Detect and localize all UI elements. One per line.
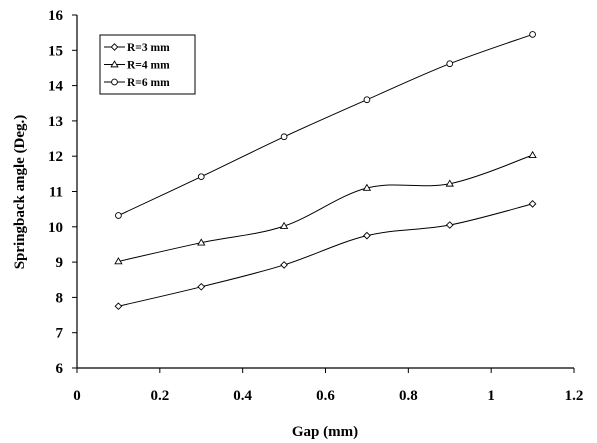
data-point-r-4-mm — [362, 183, 372, 191]
y-tick-label: 11 — [49, 185, 63, 201]
x-axis-label: Gap (mm) — [292, 424, 358, 440]
series-r-3-mm — [114, 200, 537, 311]
y-tick-label: 14 — [48, 79, 64, 95]
y-tick-label: 16 — [48, 8, 64, 24]
data-point-r-6-mm — [529, 31, 536, 38]
x-tick-label: 0.4 — [233, 388, 252, 404]
data-point-r-6-mm — [446, 60, 454, 68]
x-tick-label: 0.2 — [150, 388, 169, 404]
legend-label-r-6-mm: R=6 mm — [127, 77, 170, 89]
series-layer — [114, 31, 537, 311]
legend-label-r-4-mm: R=4 mm — [127, 60, 170, 72]
y-tick-label: 13 — [48, 114, 63, 130]
data-point-r-3-mm — [445, 221, 454, 229]
data-point-r-6-mm — [363, 96, 371, 104]
legend-label-r-3-mm: R=3 mm — [127, 42, 170, 54]
y-tick-label: 9 — [56, 255, 64, 271]
axes: 6 7 8 9 10 11 12 13 14 15 16 0 0.2 0.4 0.6 0.8 1 1.2 — [48, 8, 583, 404]
series-line-r-6-mm — [118, 33, 533, 216]
y-tick-label: 7 — [56, 326, 64, 342]
legend: R=3 mm R=4 mm R=6 mm — [99, 34, 196, 95]
series-line-r-3-mm — [118, 203, 533, 307]
y-tick-label: 8 — [56, 290, 64, 306]
data-point-r-6-mm — [115, 212, 122, 219]
data-point-r-6-mm — [197, 173, 205, 181]
x-tick-label: 1.2 — [565, 388, 584, 404]
y-axis-label: Springback angle (Deg.) — [12, 115, 28, 270]
data-point-r-4-mm — [528, 150, 537, 158]
y-tick-label: 10 — [48, 220, 63, 236]
data-point-r-3-mm — [197, 282, 206, 291]
data-point-r-3-mm — [280, 261, 288, 269]
data-point-r-4-mm — [445, 179, 454, 187]
data-point-r-4-mm — [114, 257, 123, 265]
y-tick-label: 6 — [56, 361, 64, 377]
y-tick-label: 12 — [48, 149, 63, 165]
x-tick-label: 1 — [487, 388, 495, 404]
x-tick-label: 0.6 — [316, 388, 335, 404]
data-point-r-4-mm — [197, 238, 206, 246]
data-point-r-3-mm — [114, 302, 123, 311]
y-tick-label: 15 — [48, 43, 63, 59]
data-point-r-4-mm — [279, 221, 289, 229]
x-tick-label: 0.8 — [399, 388, 418, 404]
data-point-r-3-mm — [528, 200, 537, 208]
x-tick-label: 0 — [73, 388, 81, 404]
data-point-r-3-mm — [363, 231, 371, 240]
legend-marker-r-6-mm — [111, 78, 118, 86]
series-line-r-4-mm — [118, 154, 533, 262]
legend-marker-r-3-mm — [110, 43, 119, 51]
series-r-6-mm — [115, 31, 536, 219]
legend-marker-r-4-mm — [110, 60, 119, 68]
data-point-r-6-mm — [280, 133, 288, 141]
series-r-4-mm — [114, 150, 537, 265]
